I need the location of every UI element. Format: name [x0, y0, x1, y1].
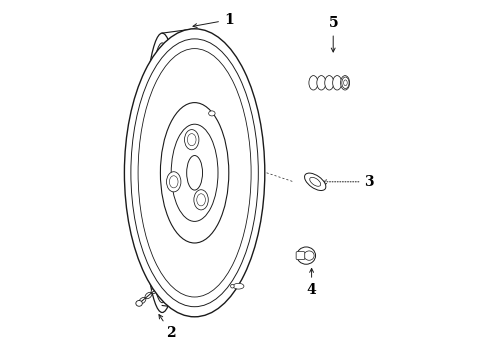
Ellipse shape — [151, 287, 158, 294]
Ellipse shape — [171, 124, 218, 221]
Ellipse shape — [187, 134, 196, 146]
Ellipse shape — [160, 103, 229, 243]
Ellipse shape — [317, 76, 326, 90]
Ellipse shape — [187, 156, 202, 190]
Text: 1: 1 — [193, 13, 234, 27]
Ellipse shape — [297, 247, 316, 264]
Ellipse shape — [139, 297, 146, 304]
Text: 2: 2 — [159, 315, 176, 340]
Ellipse shape — [233, 283, 244, 289]
Ellipse shape — [170, 176, 178, 188]
Ellipse shape — [325, 76, 334, 90]
Ellipse shape — [138, 49, 251, 297]
Ellipse shape — [310, 177, 320, 186]
Text: 3: 3 — [323, 175, 374, 189]
Ellipse shape — [343, 80, 347, 86]
Ellipse shape — [304, 251, 314, 260]
Ellipse shape — [167, 172, 181, 192]
Ellipse shape — [333, 76, 342, 90]
Ellipse shape — [157, 282, 164, 288]
Ellipse shape — [209, 111, 215, 116]
FancyBboxPatch shape — [296, 252, 305, 260]
Ellipse shape — [341, 76, 349, 90]
Ellipse shape — [342, 77, 349, 89]
Ellipse shape — [124, 29, 265, 317]
Ellipse shape — [197, 194, 205, 206]
Ellipse shape — [136, 301, 142, 306]
Text: 5: 5 — [328, 17, 338, 52]
Ellipse shape — [185, 130, 199, 150]
Ellipse shape — [231, 284, 234, 288]
Ellipse shape — [305, 173, 326, 190]
Text: 4: 4 — [307, 269, 317, 297]
Ellipse shape — [145, 292, 152, 299]
Ellipse shape — [131, 39, 258, 307]
Ellipse shape — [194, 190, 208, 210]
Ellipse shape — [309, 76, 318, 90]
